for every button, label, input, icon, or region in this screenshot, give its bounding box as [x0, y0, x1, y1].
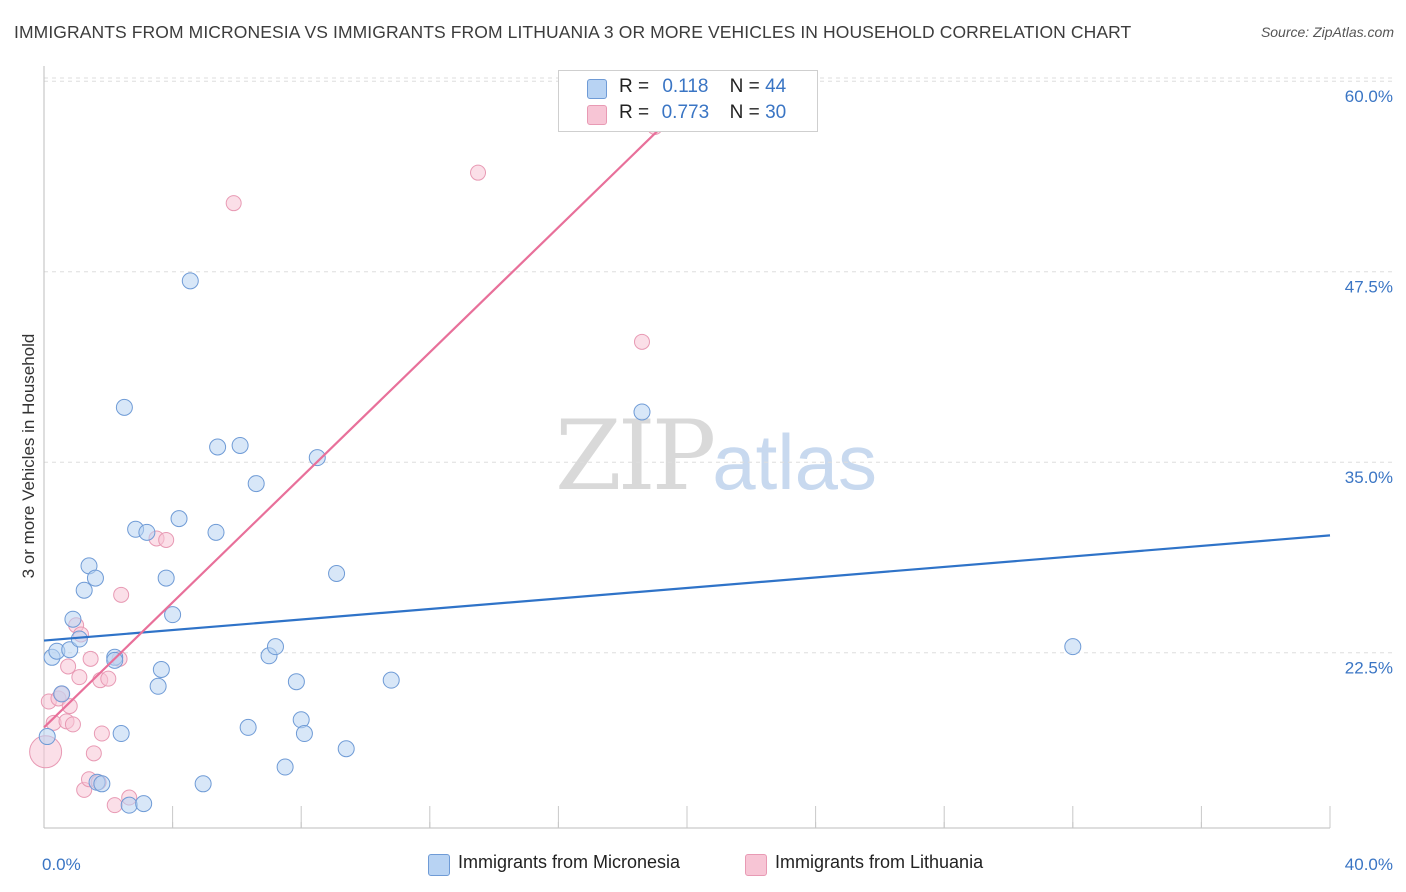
lithuania-point: [82, 650, 99, 667]
n-label: N =: [729, 102, 760, 123]
micronesia-point: [112, 725, 130, 743]
lithuania-legend-label: Immigrants from Lithuania: [775, 852, 984, 872]
micronesia-point: [86, 569, 104, 587]
lithuania-point: [470, 164, 487, 181]
lithuania-point: [71, 669, 88, 686]
micronesia-r-value: 0.118: [662, 76, 709, 97]
lithuania-point: [633, 333, 650, 350]
micronesia-point: [61, 641, 79, 659]
micronesia-point: [328, 564, 346, 582]
micronesia-point: [231, 436, 249, 454]
lithuania-trend-line: [43, 113, 675, 729]
n-label: N =: [729, 76, 760, 97]
r-label: R =: [619, 76, 650, 97]
micronesia-point: [266, 638, 284, 656]
micronesia-point: [138, 523, 156, 541]
micronesia-point: [239, 718, 257, 736]
micronesia-point: [38, 728, 56, 746]
lithuania-r-value: 0.773: [661, 102, 710, 123]
micronesia-point: [135, 795, 153, 813]
chart-title: IMMIGRANTS FROM MICRONESIA VS IMMIGRANTS…: [14, 22, 1132, 42]
trend-lines: [43, 113, 1331, 729]
lithuania-point: [85, 745, 102, 762]
lithuania-legend-swatch: [745, 854, 767, 876]
micronesia-point: [157, 569, 175, 587]
legend-text-lithuania: R = 0.773 N = 30: [619, 102, 786, 124]
micronesia-point: [115, 398, 133, 416]
watermark-atlas: atlas: [712, 418, 877, 506]
micronesia-point: [1064, 638, 1082, 656]
micronesia-point: [152, 661, 170, 679]
micronesia-point: [287, 673, 305, 691]
micronesia-point: [276, 758, 294, 776]
watermark: ZIPatlas: [555, 400, 877, 512]
micronesia-point: [633, 403, 651, 421]
micronesia-n-value: 44: [765, 76, 787, 97]
lithuania-point: [158, 531, 175, 548]
source-label: Source: ZipAtlas.com: [1260, 24, 1394, 40]
lithuania-n-value: 30: [765, 102, 787, 123]
micronesia-point: [64, 610, 82, 628]
micronesia-legend-swatch: [428, 854, 450, 876]
micronesia-point: [194, 775, 212, 793]
correlation-legend: R = 0.118 N = 44 R = 0.773 N = 30: [558, 70, 818, 132]
micronesia-point: [295, 725, 313, 743]
micronesia-point: [382, 671, 400, 689]
lithuania-point: [113, 586, 130, 603]
micronesia-point: [207, 523, 225, 541]
y-axis-label: 3 or more Vehicles in Household: [19, 333, 38, 579]
lithuania-point: [60, 658, 77, 675]
watermark-zip: ZIP: [555, 400, 716, 512]
lithuania-points: [29, 118, 663, 814]
y-tick-label: 22.5%: [1345, 659, 1393, 678]
micronesia-point: [106, 651, 124, 669]
micronesia-point: [93, 775, 111, 793]
micronesia-point: [308, 449, 326, 467]
micronesia-point: [337, 740, 355, 758]
micronesia-point: [164, 606, 182, 624]
r-label: R =: [619, 102, 650, 123]
y-tick-label: 35.0%: [1345, 468, 1393, 487]
micronesia-trend-line: [43, 534, 1331, 642]
y-tick-label: 60.0%: [1345, 87, 1393, 106]
lithuania-swatch: [587, 105, 607, 125]
micronesia-point: [120, 796, 138, 814]
micronesia-point: [209, 438, 227, 456]
lithuania-point: [93, 725, 110, 742]
micronesia-point: [170, 510, 188, 528]
grid-lines: [44, 77, 1396, 654]
x-tick-label: 40.0%: [1345, 855, 1393, 874]
micronesia-point: [181, 272, 199, 290]
micronesia-swatch: [587, 79, 607, 99]
lithuania-point: [225, 195, 242, 212]
micronesia-point: [149, 677, 167, 695]
lithuania-point: [100, 670, 117, 687]
tick-labels: 22.5% 35.0% 47.5% 60.0% 0.0% 40.0%: [42, 87, 1393, 874]
micronesia-point: [53, 685, 71, 703]
micronesia-point: [75, 581, 93, 599]
x-tick-label: 0.0%: [42, 855, 81, 874]
y-tick-label: 47.5%: [1345, 278, 1393, 297]
lithuania-point: [61, 698, 78, 715]
micronesia-legend-label: Immigrants from Micronesia: [458, 852, 681, 872]
lithuania-point: [64, 716, 81, 733]
lithuania-point: [106, 797, 123, 814]
legend-text-micronesia: R = 0.118 N = 44: [619, 76, 786, 98]
micronesia-points: [38, 272, 1082, 814]
micronesia-point: [247, 475, 265, 493]
